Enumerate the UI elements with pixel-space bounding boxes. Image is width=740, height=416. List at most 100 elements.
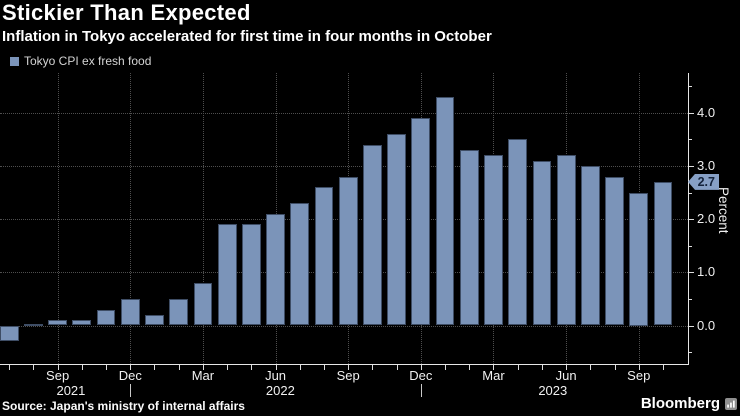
x-axis-line xyxy=(0,364,689,365)
x-tick xyxy=(81,365,83,370)
x-tick xyxy=(57,365,59,370)
year-label: 2022 xyxy=(265,383,295,398)
gridline-v xyxy=(57,73,59,364)
bar-aug-2022 xyxy=(314,187,334,326)
bar-sep-2021 xyxy=(48,320,68,326)
bloomberg-logo: Bloomberg xyxy=(641,395,737,412)
bar-jun-2023 xyxy=(556,155,576,326)
chart-subtitle: Inflation in Tokyo accelerated for first… xyxy=(2,28,492,45)
y-tick-label: 4.0 xyxy=(697,104,716,120)
x-tick-label: Dec xyxy=(409,368,433,383)
x-tick xyxy=(227,365,229,370)
bar-oct-2021 xyxy=(72,320,92,326)
legend: Tokyo CPI ex fresh food xyxy=(10,54,151,68)
bar-nov-2022 xyxy=(387,133,407,326)
bar-jul-2021 xyxy=(0,325,19,342)
bar-sep-2023 xyxy=(629,192,649,326)
y-tick-label: 2.0 xyxy=(697,211,716,227)
gridline-h xyxy=(0,165,688,167)
bar-nov-2021 xyxy=(96,309,116,326)
x-tick xyxy=(348,365,350,370)
year-label: 2021 xyxy=(56,383,86,398)
x-tick xyxy=(9,365,11,370)
bar-dec-2022 xyxy=(411,118,431,326)
x-tick xyxy=(469,365,471,370)
bar-feb-2023 xyxy=(459,149,479,326)
source-note: Source: Japan's ministry of internal aff… xyxy=(2,399,245,413)
y-minor-tick xyxy=(689,352,692,354)
bar-apr-2023 xyxy=(508,139,528,326)
bar-aug-2021 xyxy=(24,324,43,326)
legend-swatch xyxy=(10,56,19,66)
x-tick xyxy=(106,365,108,370)
bar-feb-2022 xyxy=(169,298,189,326)
bar-sep-2022 xyxy=(338,176,358,326)
x-tick-label: Sep xyxy=(627,368,651,383)
x-tick xyxy=(396,365,398,370)
x-tick-label: Dec xyxy=(118,368,142,383)
year-separator xyxy=(420,384,422,397)
y-minor-tick xyxy=(689,298,692,300)
x-tick xyxy=(541,365,543,370)
x-tick xyxy=(614,365,616,370)
x-tick-label: Sep xyxy=(46,368,70,383)
chart-title: Stickier Than Expected xyxy=(2,0,251,25)
x-tick xyxy=(275,365,277,370)
bar-jan-2023 xyxy=(435,96,455,326)
x-tick xyxy=(590,365,592,370)
bar-dec-2021 xyxy=(120,298,140,326)
y-major-tick xyxy=(689,219,694,221)
x-tick xyxy=(638,365,640,370)
bar-may-2022 xyxy=(241,224,261,326)
bar-jan-2022 xyxy=(145,314,164,326)
x-tick-label: Jun xyxy=(555,368,577,383)
x-tick xyxy=(662,365,664,370)
bar-jul-2023 xyxy=(580,165,600,326)
y-tick-label: 1.0 xyxy=(697,264,716,280)
y-tick-label: 0.0 xyxy=(697,317,716,333)
x-tick xyxy=(420,365,422,370)
bar-apr-2022 xyxy=(217,224,237,326)
x-tick xyxy=(372,365,374,370)
year-separator xyxy=(130,384,132,397)
y-major-tick xyxy=(689,165,694,167)
x-tick xyxy=(323,365,325,370)
y-major-tick xyxy=(689,112,694,114)
bar-may-2023 xyxy=(532,160,552,326)
x-tick-label: Jun xyxy=(265,368,287,383)
bar-jun-2022 xyxy=(266,213,285,326)
bloomberg-wordmark: Bloomberg xyxy=(640,395,720,412)
y-axis-title: Percent xyxy=(716,187,731,234)
x-tick xyxy=(445,365,447,370)
bar-jul-2022 xyxy=(290,203,310,326)
bloomberg-chart-icon xyxy=(725,397,737,410)
x-tick xyxy=(251,365,253,370)
bar-oct-2023 xyxy=(653,181,673,326)
gridline-h xyxy=(0,325,688,327)
x-tick xyxy=(493,365,495,370)
y-tick-label: 3.0 xyxy=(697,157,716,173)
x-tick xyxy=(566,365,568,370)
x-tick xyxy=(154,365,156,370)
gridline-h xyxy=(0,112,688,114)
bar-mar-2022 xyxy=(193,282,213,326)
y-major-tick xyxy=(689,325,694,327)
y-minor-tick xyxy=(689,192,692,194)
x-tick xyxy=(202,365,204,370)
x-tick xyxy=(517,365,519,370)
x-tick-label: Sep xyxy=(336,368,360,383)
y-major-tick xyxy=(689,272,694,274)
x-tick-label: Mar xyxy=(482,368,505,383)
latest-value-tag: 2.7 xyxy=(688,173,719,190)
x-tick xyxy=(299,365,301,370)
y-minor-tick xyxy=(689,86,692,88)
x-tick xyxy=(178,365,180,370)
latest-value-text: 2.7 xyxy=(697,174,715,189)
gridline-v xyxy=(202,73,204,364)
legend-label: Tokyo CPI ex fresh food xyxy=(24,54,152,68)
gridline-v xyxy=(130,73,132,364)
x-tick xyxy=(33,365,35,370)
bar-mar-2023 xyxy=(484,155,503,326)
